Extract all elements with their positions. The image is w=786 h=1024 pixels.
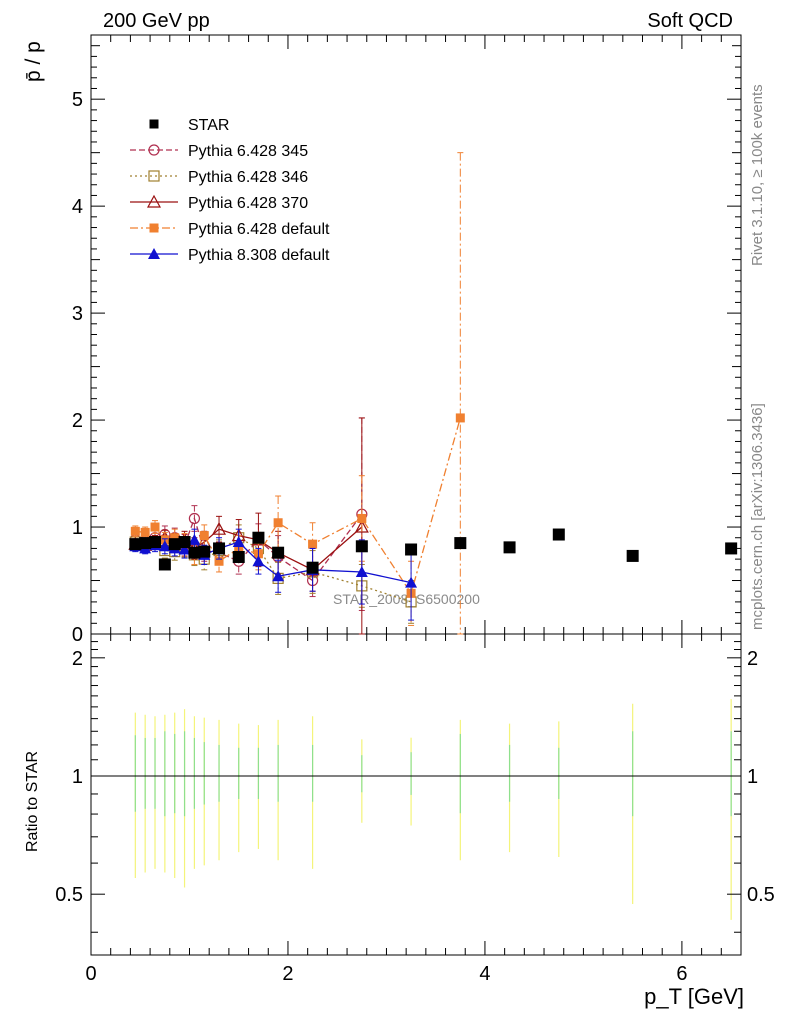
data-point [199,531,209,541]
right-title: Soft QCD [647,10,733,32]
data-point [178,536,191,549]
legend: STAR Pythia 6.428 345 Pythia 6.428 346 Pyth… [130,117,330,264]
data-point [272,570,285,582]
data-point [626,549,639,562]
legend-entry: Pythia 6.428 default [130,221,330,238]
legend-entry: Pythia 8.308 default [130,247,330,264]
legend-marker [146,194,162,208]
data-point [214,556,224,566]
ratio-y-tick-label: 0.5 [55,884,83,906]
main-y-tick-label: 2 [72,410,83,432]
x-tick-label: 4 [479,963,490,985]
legend-marker [148,170,160,182]
data-point [150,522,160,532]
legend-label: Pythia 6.428 default [188,221,330,238]
legend-label: Pythia 6.428 345 [188,143,308,160]
main-y-tick-label: 4 [72,196,83,218]
main-y-tick-label: 0 [72,624,83,646]
legend-label: Pythia 6.428 346 [188,169,308,186]
data-point [273,518,283,528]
legend-label: Pythia 6.428 370 [188,195,308,212]
x-tick-label: 2 [282,963,293,985]
data-point [139,537,152,550]
legend-marker [149,223,159,233]
legend-entry: Pythia 6.428 370 [130,194,308,212]
data-point [252,531,265,544]
data-point [158,558,171,571]
ratio-y-tick-label-right: 0.5 [747,884,775,906]
x-tick-label: 6 [676,963,687,985]
ratio-y-tick-label-right: 2 [747,648,758,670]
data-point [405,576,418,588]
data-point [232,550,245,563]
data-point [232,536,245,548]
data-point [552,528,565,541]
data-point [405,543,418,556]
data-point [503,541,516,554]
legend-label: Pythia 8.308 default [188,247,330,264]
data-point [272,546,285,559]
data-point [188,546,201,559]
data-point [355,565,368,577]
data-point [140,527,150,537]
data-point [455,413,465,423]
data-point [308,539,318,549]
x-axis-title: p_T [GeV] [644,984,744,1009]
ratio-y-tick-label: 2 [72,648,83,670]
data-point [213,542,226,555]
data-point [178,543,191,555]
data-point [354,519,369,533]
ratio-y-axis-title: Ratio to STAR [24,751,41,852]
data-point [170,533,180,543]
main-y-tick-label: 5 [72,89,83,111]
data-point [158,540,171,552]
data-point [198,545,211,558]
data-point [355,540,368,553]
legend-marker [148,144,160,156]
left-title: 200 GeV pp [103,10,210,32]
x-tick-label: 0 [85,963,96,985]
main-y-axis-title: p̄ / p [22,41,45,82]
series-pythia-6-428-345 [129,417,368,611]
source-label: mcplots.cern.ch [arXiv:1306.3436] [749,403,766,630]
data-point [129,538,142,551]
data-point [306,561,319,574]
series-layer [128,152,738,635]
legend-entry: Pythia 6.428 345 [130,143,308,160]
data-point [357,513,367,523]
data-point [188,512,201,525]
data-point [252,555,265,567]
data-point [212,521,227,535]
legend-marker [148,248,160,259]
series-star [129,528,738,574]
data-point [188,533,201,545]
ratio-layer [91,699,741,920]
data-point [168,538,181,551]
legend-label: STAR [188,117,229,134]
data-point [149,536,162,549]
rivet-label: Rivet 3.1.10, ≥ 100k events [749,84,766,266]
ratio-y-tick-label-right: 1 [747,766,758,788]
ratio-y-tick-label: 1 [72,766,83,788]
series-line [135,417,461,595]
legend-entry: Pythia 6.428 346 [130,169,308,186]
data-point [130,526,140,536]
main-y-tick-label: 1 [72,517,83,539]
main-y-tick-label: 3 [72,303,83,325]
legend-marker [149,119,159,129]
legend-entry: STAR [149,117,229,134]
ratio-panel-frame [90,633,742,956]
data-point [454,537,467,550]
data-point [725,542,738,555]
